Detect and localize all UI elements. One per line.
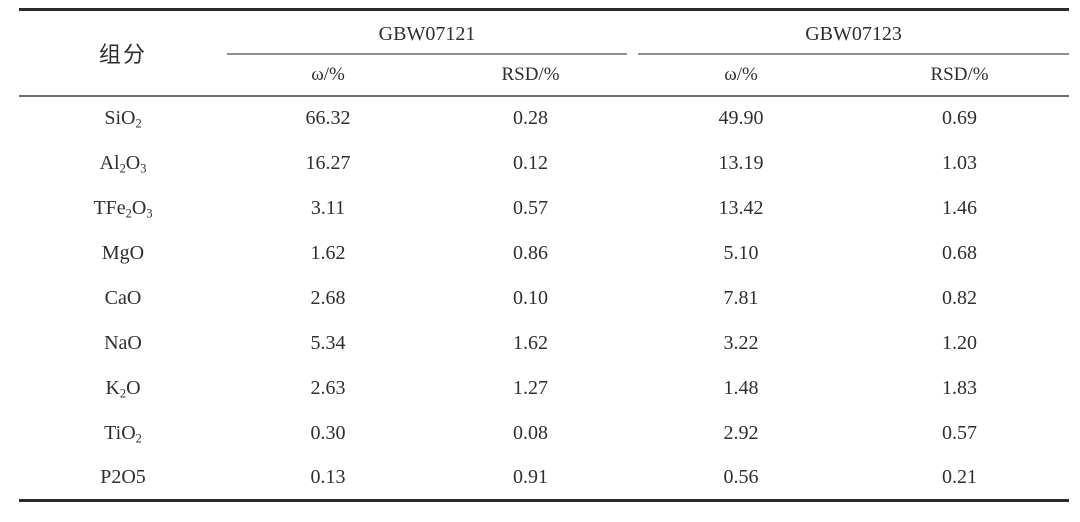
- formula-text: NaO: [104, 331, 142, 354]
- formula-text: TiO: [104, 421, 136, 444]
- table-row: TFe2O3 3.11 0.57 13.42 1.46: [19, 186, 1069, 231]
- component-cell: Al2O3: [19, 141, 227, 186]
- value-cell: 16.27: [305, 151, 351, 174]
- formula-text: TFe: [93, 196, 126, 219]
- table-row: Al2O3 16.27 0.12 13.19 1.03: [19, 141, 1069, 186]
- group-header-gbw07121: GBW07121: [227, 10, 632, 56]
- table-row: P2O5 0.13 0.91 0.56 0.21: [19, 456, 1069, 501]
- formula-text: K: [105, 376, 120, 399]
- table-row: NaO 5.34 1.62 3.22 1.20: [19, 321, 1069, 366]
- value-cell: 2.63: [310, 376, 346, 399]
- value-cell: 0.57: [942, 421, 978, 444]
- formula-text: P2O5: [100, 465, 146, 488]
- value-cell: 0.30: [310, 421, 346, 444]
- value-cell: 5.34: [310, 331, 346, 354]
- subheader-row: ω/% RSD/% ω/% RSD/%: [19, 55, 1070, 97]
- subheader-omega-gbw07123: ω/%: [632, 55, 851, 97]
- value-cell: 0.12: [513, 151, 548, 174]
- formula-text: CaO: [104, 286, 142, 309]
- component-cell: MgO: [19, 231, 227, 276]
- table-body: SiO2 66.32 0.28 49.90 0.69 Al2O3 16.27 0.12 13.1…: [19, 96, 1069, 501]
- value-cell: 13.19: [718, 151, 764, 174]
- value-cell: 0.08: [513, 421, 548, 444]
- component-cell: CaO: [19, 276, 227, 321]
- formula-text: Al: [99, 151, 120, 174]
- table-header: 组分 GBW07121 GBW07123 ω/% RSD/% ω/% RSD/%: [19, 9, 1070, 97]
- subheader-rsd-gbw07121: RSD/%: [429, 55, 633, 97]
- table-row: SiO2 66.32 0.28 49.90 0.69: [19, 96, 1069, 141]
- group-spanner-rule: GBW07121: [227, 11, 628, 55]
- value-cell: 0.21: [942, 465, 978, 488]
- value-cell: 7.81: [723, 286, 759, 309]
- subheader-rsd-gbw07123: RSD/%: [850, 55, 1070, 97]
- value-cell: 1.83: [942, 376, 978, 399]
- value-cell: 0.10: [513, 286, 548, 309]
- value-cell: 0.68: [942, 241, 978, 264]
- component-cell: P2O5: [19, 456, 227, 501]
- formula-subscript: 2: [135, 116, 142, 131]
- formula-subscript: 2: [125, 205, 132, 220]
- component-cell: SiO2: [19, 96, 227, 141]
- group-label: GBW07123: [805, 23, 902, 45]
- value-cell: 0.91: [513, 465, 548, 488]
- formula-subscript: 2: [135, 430, 142, 445]
- value-cell: 2.68: [310, 286, 346, 309]
- value-cell: 1.27: [513, 376, 548, 399]
- value-cell: 13.42: [718, 196, 764, 219]
- table-row: MgO 1.62 0.86 5.10 0.68: [19, 231, 1069, 276]
- component-cell: TiO2: [19, 411, 227, 456]
- components-table-wrapper: 组分 GBW07121 GBW07123 ω/% RSD/% ω/% RSD/%: [19, 8, 1070, 502]
- component-cell: TFe2O3: [19, 186, 227, 231]
- group-spanner-rule: GBW07123: [638, 11, 1070, 55]
- formula-subscript: 3: [146, 205, 153, 220]
- value-cell: 0.69: [942, 107, 978, 129]
- component-cell: K2O: [19, 366, 227, 411]
- value-cell: 2.92: [723, 421, 759, 444]
- value-cell: 0.56: [723, 465, 759, 488]
- value-cell: 5.10: [723, 241, 759, 264]
- value-cell: 0.57: [513, 196, 548, 219]
- formula-subscript: 2: [119, 160, 126, 175]
- subheader-omega-gbw07121: ω/%: [227, 55, 429, 97]
- formula-text: MgO: [101, 241, 145, 264]
- table-row: CaO 2.68 0.10 7.81 0.82: [19, 276, 1069, 321]
- value-cell: 0.28: [513, 107, 548, 129]
- value-cell: 1.62: [310, 241, 346, 264]
- value-cell: 0.82: [942, 286, 978, 309]
- component-column-header: 组分: [19, 9, 227, 97]
- value-cell: 1.62: [513, 331, 548, 354]
- table-row: K2O 2.63 1.27 1.48 1.83: [19, 366, 1069, 411]
- value-cell: 0.86: [513, 241, 548, 264]
- formula-text: SiO: [104, 107, 136, 129]
- value-cell: 1.03: [942, 151, 978, 174]
- table-row: TiO2 0.30 0.08 2.92 0.57: [19, 411, 1069, 456]
- formula-text: O: [131, 196, 147, 219]
- value-cell: 1.46: [942, 196, 978, 219]
- group-header-gbw07123: GBW07123: [632, 10, 1070, 56]
- group-header-row: 组分 GBW07121 GBW07123: [19, 9, 1070, 97]
- component-cell: NaO: [19, 321, 227, 366]
- value-cell: 1.20: [942, 331, 978, 354]
- group-label: GBW07121: [378, 23, 476, 45]
- value-cell: 1.48: [723, 376, 759, 399]
- value-cell: 66.32: [305, 107, 351, 129]
- formula-text: O: [126, 376, 141, 399]
- components-table: 组分 GBW07121 GBW07123 ω/% RSD/% ω/% RSD/%: [19, 8, 1070, 502]
- value-cell: 49.90: [718, 107, 764, 129]
- formula-subscript: 2: [119, 385, 127, 400]
- value-cell: 3.22: [723, 331, 759, 354]
- formula-subscript: 3: [140, 160, 147, 175]
- formula-text: O: [125, 151, 141, 174]
- value-cell: 3.11: [310, 196, 346, 219]
- value-cell: 0.13: [310, 465, 346, 488]
